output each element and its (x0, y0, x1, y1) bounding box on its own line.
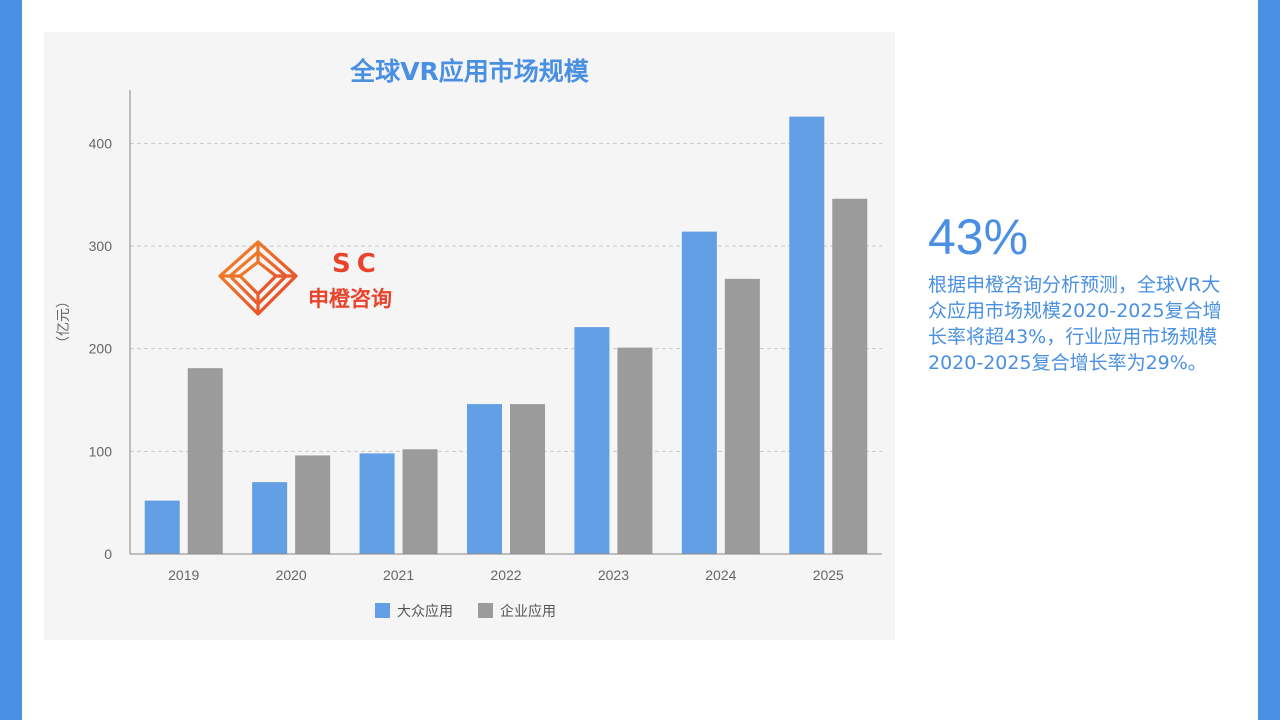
y-tick-label: 200 (89, 341, 113, 357)
x-tick-label: 2025 (813, 567, 844, 583)
logo-letters: SC (332, 249, 382, 279)
x-tick-label: 2021 (383, 567, 414, 583)
right-accent-bar (1258, 0, 1280, 720)
y-tick-label: 400 (89, 135, 113, 151)
y-axis-label: （亿元） (56, 294, 72, 350)
bar-2023-enterprise (617, 347, 653, 554)
y-tick-label: 300 (89, 238, 113, 254)
axes (129, 90, 882, 555)
tick-labels: 0 100 200 300 400 2019 2020 2021 2022 2023 2024 202… (89, 135, 844, 583)
y-tick-label: 100 (89, 443, 113, 459)
bar-2022-public (467, 404, 502, 554)
chart-panel: 0 100 200 300 400 2019 2020 2021 2022 2023 2024 202… (44, 32, 895, 640)
x-tick-label: 2020 (276, 567, 307, 583)
bar-2020-public (252, 482, 288, 554)
bar-2024-enterprise (724, 278, 760, 554)
legend-swatch (478, 603, 493, 618)
bar-2021-public (359, 453, 395, 554)
bar-2023-public (574, 327, 610, 554)
bar-2022-enterprise (510, 404, 545, 554)
legend-label: 企业应用 (500, 603, 556, 620)
legend-label: 大众应用 (397, 603, 453, 620)
chart-title: 全球VR应用市场规模 (350, 57, 589, 86)
left-accent-bar (0, 0, 22, 720)
bar-2020-enterprise (295, 455, 331, 554)
y-tick-label: 0 (104, 546, 112, 562)
x-tick-label: 2022 (490, 567, 521, 583)
bar-2024-public (681, 231, 717, 555)
logo-mark-icon (218, 240, 298, 316)
legend: 大众应用 企业应用 (375, 603, 556, 620)
legend-swatch (375, 603, 390, 618)
bar-chart: 0 100 200 300 400 2019 2020 2021 2022 2023 2024 202… (56, 90, 882, 620)
bar-2025-public (789, 116, 825, 554)
bar-2025-enterprise (832, 198, 868, 555)
x-tick-label: 2024 (705, 567, 736, 583)
bar-2019-public (144, 500, 180, 554)
x-tick-label: 2019 (168, 567, 199, 583)
stat-highlight-value: 43% (928, 209, 1029, 265)
x-tick-label: 2023 (598, 567, 629, 583)
stat-description: 根据申橙咨询分析预测，全球VR大众应用市场规模2020-2025复合增长率将超4… (928, 274, 1222, 374)
bars (144, 116, 868, 555)
logo-name: 申橙咨询 (308, 287, 392, 311)
bar-2021-enterprise (402, 449, 438, 554)
bar-2019-enterprise (187, 368, 223, 554)
